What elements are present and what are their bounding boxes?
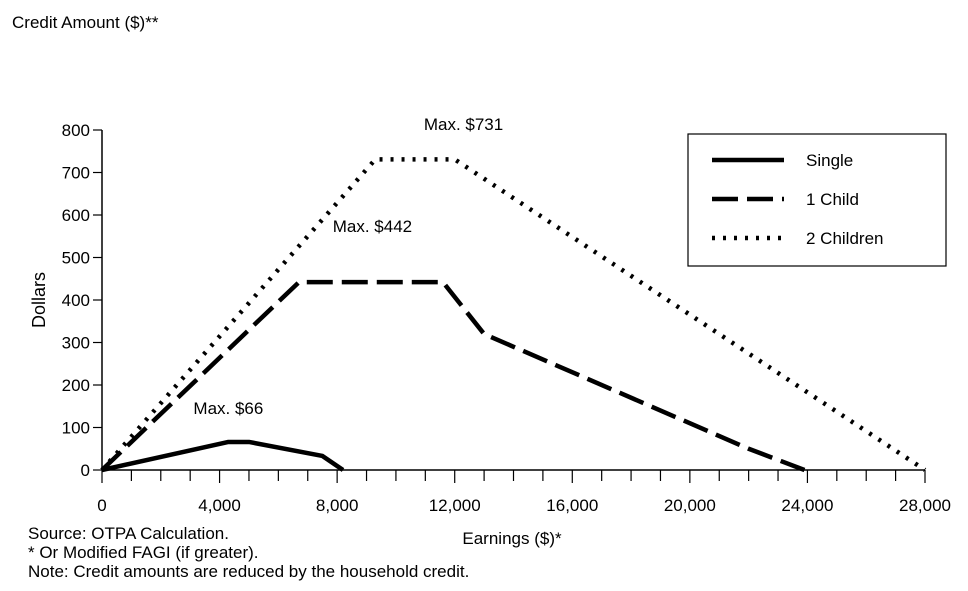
legend-label: Single	[806, 151, 853, 170]
y-tick-label: 800	[62, 121, 90, 140]
x-tick-label: 28,000	[899, 496, 951, 515]
y-tick-label: 100	[62, 419, 90, 438]
annotations: Max. $731 Max. $442 Max. $66	[193, 115, 503, 418]
chart-title: Credit Amount ($)**	[12, 13, 159, 32]
x-ticks: 0 4,000 8,000 12,000 16,000 20,000 24,000 28,00…	[97, 470, 951, 515]
series-layer	[100, 157, 927, 473]
y-tick-label: 200	[62, 376, 90, 395]
y-tick-label: 700	[62, 164, 90, 183]
x-tick-label: 20,000	[664, 496, 716, 515]
legend-label: 1 Child	[806, 190, 859, 209]
max-annotation: Max. $731	[424, 115, 503, 134]
max-annotation: Max. $66	[193, 399, 263, 418]
x-tick-label: 12,000	[429, 496, 481, 515]
series-line-2-children	[100, 157, 927, 472]
y-ticks: 0 100 200 300 400 500 600 700 800	[62, 121, 102, 480]
legend-items: Single 1 Child 2 Children	[712, 151, 884, 248]
y-tick-label: 500	[62, 249, 90, 268]
y-axis-label: Dollars	[29, 272, 49, 328]
y-tick-label: 400	[62, 291, 90, 310]
y-tick-label: 600	[62, 206, 90, 225]
plot-area: 0 100 200 300 400 500 600 700 800 0 4,000 8,000 12,…	[62, 115, 951, 515]
legend: Single 1 Child 2 Children	[687, 133, 947, 267]
x-axis-label: Earnings ($)*	[462, 529, 562, 548]
y-tick-label: 0	[81, 461, 90, 480]
y-tick-label: 300	[62, 334, 90, 353]
x-tick-label: 4,000	[198, 496, 241, 515]
x-tick-label: 8,000	[316, 496, 359, 515]
series-line-single	[101, 439, 345, 473]
series-line-1-child	[100, 279, 806, 473]
footnote: * Or Modified FAGI (if greater).	[28, 543, 259, 562]
credit-note: Note: Credit amounts are reduced by the …	[28, 562, 470, 581]
x-tick-label: 24,000	[781, 496, 833, 515]
x-tick-label: 16,000	[546, 496, 598, 515]
x-tick-label: 0	[97, 496, 106, 515]
legend-label: 2 Children	[806, 229, 884, 248]
source-note: Source: OTPA Calculation.	[28, 524, 229, 543]
max-annotation: Max. $442	[333, 217, 412, 236]
